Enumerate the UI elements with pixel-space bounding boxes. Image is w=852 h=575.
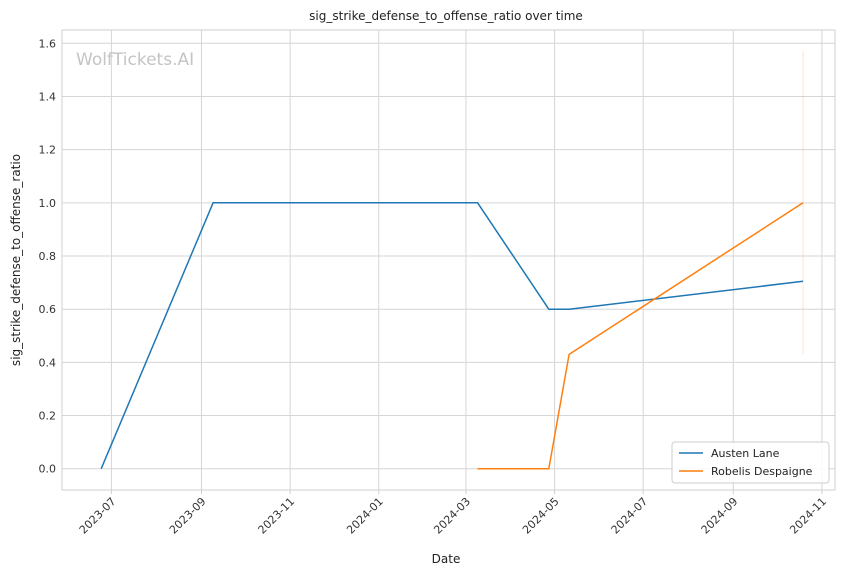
legend-label-austen-lane: Austen Lane bbox=[711, 447, 780, 460]
chart-title: sig_strike_defense_to_offense_ratio over… bbox=[309, 9, 583, 23]
series-line bbox=[100, 202, 804, 469]
x-tick-label: 2024-07 bbox=[609, 495, 651, 537]
watermark: WolfTickets.AI bbox=[76, 50, 194, 70]
y-tick-label: 0.6 bbox=[39, 303, 57, 316]
y-tick-labels: 0.0 0.2 0.4 0.6 0.8 1.0 1.2 1.4 1.6 bbox=[39, 37, 57, 475]
x-tick-label: 2023-07 bbox=[77, 495, 119, 537]
y-tick-label: 0.2 bbox=[39, 410, 57, 423]
y-tick-label: 1.2 bbox=[39, 144, 57, 157]
series-line bbox=[477, 202, 804, 470]
legend-label-robelis-despaigne: Robelis Despaigne bbox=[711, 465, 813, 478]
x-tick-label: 2023-09 bbox=[167, 495, 209, 537]
y-tick-label: 0.4 bbox=[39, 356, 57, 369]
axes-frame bbox=[61, 29, 836, 491]
y-gridlines bbox=[62, 42, 835, 470]
series-lines bbox=[100, 202, 804, 470]
x-tick-label: 2023-11 bbox=[256, 495, 298, 537]
plot-border bbox=[61, 29, 836, 491]
x-tick-label: 2024-03 bbox=[431, 495, 473, 537]
x-tick-label: 2024-01 bbox=[344, 495, 386, 537]
y-tick-label: 0.8 bbox=[39, 250, 57, 263]
y-tick-label: 1.0 bbox=[39, 197, 57, 210]
plot-area bbox=[62, 30, 835, 490]
x-tick-label: 2024-09 bbox=[699, 495, 741, 537]
x-gridlines bbox=[110, 30, 823, 494]
y-tick-label: 1.4 bbox=[39, 90, 57, 103]
x-tick-labels: 2023-07 2023-09 2023-11 2024-01 2024-03 2024-… bbox=[77, 495, 829, 537]
x-axis-title: Date bbox=[432, 552, 461, 566]
legend-box bbox=[671, 441, 830, 484]
y-tick-label: 1.6 bbox=[39, 37, 57, 50]
legend: Austen Lane Robelis Despaigne bbox=[671, 441, 830, 484]
x-tick-label: 2024-05 bbox=[520, 495, 562, 537]
y-tick-label: 0.0 bbox=[39, 463, 57, 476]
x-tick-label: 2024-11 bbox=[787, 495, 829, 537]
y-axis-title: sig_strike_defense_to_offense_ratio bbox=[9, 154, 23, 366]
